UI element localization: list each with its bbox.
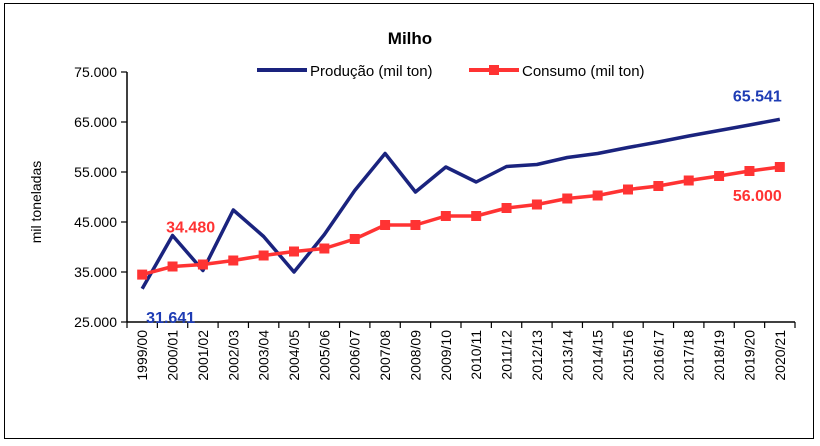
y-tick-label: 75.000 <box>74 64 117 80</box>
series-1-point <box>501 203 512 213</box>
series-1-point <box>774 162 785 172</box>
series-1-point <box>592 190 603 201</box>
x-tick-label: 2003/04 <box>256 330 272 381</box>
x-tick-label: 2018/19 <box>711 330 727 381</box>
series-1-point <box>349 234 360 244</box>
x-tick-label: 2006/07 <box>347 330 363 381</box>
series-1-point <box>714 171 725 181</box>
series-1-point <box>440 211 451 221</box>
legend-marker-consumo <box>489 65 499 75</box>
y-tick-label: 55.000 <box>74 164 117 180</box>
annotation-layer: 34.480 31.641 65.541 56.000 <box>146 88 782 327</box>
series-1-point <box>744 166 755 176</box>
x-tick-label: 2007/08 <box>377 330 393 381</box>
data-label: 34.480 <box>166 220 215 237</box>
series-1-point <box>228 255 239 266</box>
x-tick-label: 2012/13 <box>529 330 545 381</box>
data-label: 65.541 <box>733 88 782 105</box>
y-axis-label: mil toneladas <box>28 161 44 244</box>
x-tick-label: 2011/12 <box>499 330 515 380</box>
series-1-point <box>380 220 391 230</box>
x-tick-label: 1999/00 <box>134 330 150 381</box>
series-line-1 <box>141 165 781 277</box>
series-1-point <box>653 181 664 191</box>
series-1-point <box>562 193 573 204</box>
series-1-point <box>258 250 269 261</box>
series-1-point <box>319 243 330 254</box>
x-tick-label: 2019/20 <box>741 330 757 381</box>
chart-frame: Milho Produção (mil ton) Consumo (mil to… <box>4 3 814 439</box>
y-tick-label: 65.000 <box>74 114 117 130</box>
data-label: 56.000 <box>733 188 782 205</box>
x-tick-label: 2002/03 <box>225 330 241 381</box>
x-axis: 1999/00 2000/01 2001/02 2002/03 2003/04 2004/… <box>126 321 796 381</box>
series-1-point <box>167 261 178 272</box>
series-line-0 <box>140 117 781 290</box>
series-1-point <box>289 246 299 257</box>
series-1-point <box>137 269 148 280</box>
series-1-point <box>410 220 421 230</box>
legend: Produção (mil ton) Consumo (mil ton) <box>257 63 645 80</box>
x-tick-label: 2017/18 <box>681 330 697 381</box>
x-tick-label: 2020/21 <box>772 330 788 381</box>
x-tick-label: 2013/14 <box>559 330 575 381</box>
y-tick-label: 35.000 <box>74 264 117 280</box>
x-tick-label: 2001/02 <box>195 330 211 381</box>
x-tick-label: 2009/10 <box>438 330 454 381</box>
x-tick-label: 2008/09 <box>407 330 423 381</box>
x-tick-label: 2015/16 <box>620 330 636 381</box>
series-layer <box>137 117 785 290</box>
series-1-point <box>471 211 482 221</box>
x-tick-label: 2010/11 <box>468 330 484 380</box>
chart-title: Milho <box>388 29 432 48</box>
series-1-point <box>531 199 542 210</box>
legend-label-producao: Produção (mil ton) <box>310 63 433 80</box>
x-tick-label: 2000/01 <box>165 330 181 381</box>
x-tick-label: 2014/15 <box>590 330 606 381</box>
series-1-point <box>197 259 208 270</box>
y-axis: 25.000 35.000 45.000 55.000 65.000 75.000 <box>74 64 128 330</box>
x-tick-label: 2004/05 <box>286 330 302 381</box>
line-chart: Milho Produção (mil ton) Consumo (mil to… <box>28 29 796 381</box>
series-1-point <box>623 184 633 195</box>
legend-label-consumo: Consumo (mil ton) <box>522 63 645 80</box>
x-tick-label: 2005/06 <box>316 330 332 381</box>
y-tick-label: 45.000 <box>74 214 117 230</box>
data-label: 31.641 <box>146 310 195 327</box>
y-tick-label: 25.000 <box>74 314 117 330</box>
x-tick-label: 2016/17 <box>650 330 666 381</box>
series-1-point <box>683 175 694 186</box>
